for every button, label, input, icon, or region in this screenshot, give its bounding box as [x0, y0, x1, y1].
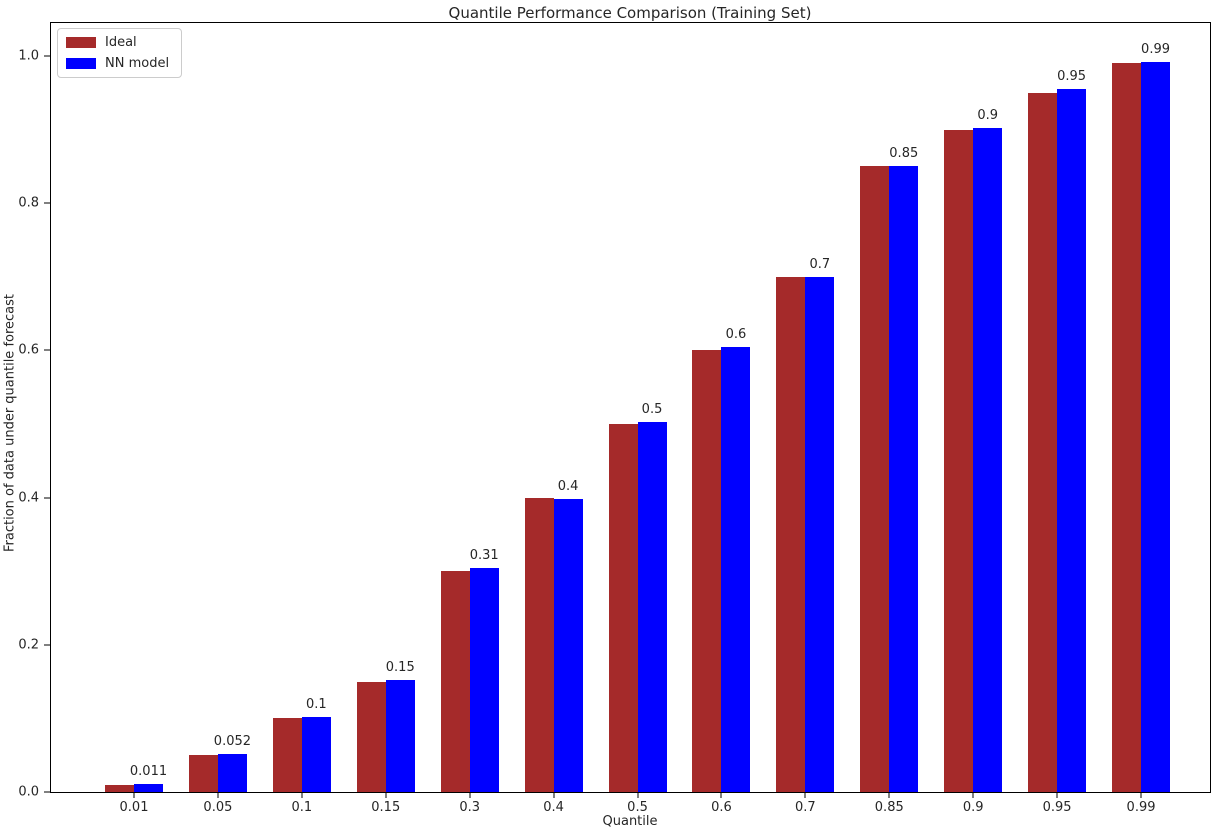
- bar-nn-model: [553, 499, 583, 792]
- y-tick-label: 0.4: [18, 490, 39, 506]
- x-tick-label: 0.01: [119, 800, 149, 815]
- bar-value-label: 0.31: [469, 547, 499, 563]
- x-tick-mark: [301, 792, 303, 798]
- bar-ideal: [440, 571, 470, 792]
- bar-ideal: [608, 424, 638, 792]
- x-tick-label: 0.85: [874, 800, 904, 815]
- x-axis-label: Quantile: [602, 814, 658, 829]
- bar-value-label: 0.011: [129, 763, 168, 779]
- bar-nn-model: [385, 680, 415, 792]
- y-tick-mark: [44, 202, 50, 204]
- bar-value-label: 0.15: [385, 660, 415, 676]
- bar-nn-model: [469, 567, 499, 792]
- bar-value-label: 0.95: [1057, 69, 1087, 85]
- bar-nn-model: [134, 783, 163, 792]
- bar-value-label: 0.052: [213, 733, 252, 749]
- y-tick-label: 1.0: [18, 48, 39, 64]
- x-tick-label: 0.5: [627, 800, 648, 815]
- bar-nn-model: [637, 421, 667, 792]
- x-tick-label: 0.99: [1126, 800, 1156, 815]
- bar-value-label: 0.85: [889, 145, 919, 161]
- bar-nn-model: [1141, 61, 1171, 792]
- legend-entry-nn-model: NN model: [66, 56, 169, 71]
- legend-entry-ideal: Ideal: [66, 35, 169, 50]
- x-tick-label: 0.05: [203, 800, 233, 815]
- bar-value-label: 0.4: [557, 479, 579, 495]
- legend-swatch-ideal: [66, 37, 96, 48]
- y-tick-label: 0.2: [18, 637, 39, 653]
- bar-value-label: 0.1: [305, 696, 327, 712]
- bar-nn-model: [889, 165, 919, 792]
- x-tick-mark: [1140, 792, 1142, 798]
- bar-ideal: [944, 129, 974, 792]
- bar-ideal: [272, 718, 302, 792]
- bar-ideal: [1028, 92, 1058, 792]
- y-tick-label: 0.0: [18, 784, 39, 800]
- x-tick-mark: [217, 792, 219, 798]
- y-tick-mark: [44, 791, 50, 793]
- legend: Ideal NN model: [57, 28, 183, 78]
- legend-swatch-nn-model: [66, 58, 96, 69]
- bar-ideal: [105, 784, 134, 792]
- bar-ideal: [1112, 63, 1142, 792]
- x-tick-mark: [553, 792, 555, 798]
- bar-nn-model: [805, 276, 835, 792]
- y-axis-label: Fraction of data under quantile forecast: [2, 293, 18, 553]
- bar-nn-model: [217, 753, 247, 792]
- x-tick-label: 0.95: [1042, 800, 1072, 815]
- x-tick-mark: [804, 792, 806, 798]
- bar-ideal: [776, 276, 806, 792]
- bar-value-label: 0.6: [725, 326, 747, 342]
- bar-value-label: 0.7: [809, 256, 831, 272]
- y-tick-mark: [44, 644, 50, 646]
- legend-label-ideal: Ideal: [105, 35, 137, 50]
- chart-title: Quantile Performance Comparison (Trainin…: [448, 4, 812, 22]
- bar-nn-model: [301, 716, 331, 792]
- bar-nn-model: [1057, 89, 1087, 792]
- x-tick-label: 0.15: [371, 800, 401, 815]
- bar-ideal: [356, 681, 386, 792]
- y-tick-label: 0.8: [18, 195, 39, 211]
- y-tick-mark: [44, 497, 50, 499]
- x-tick-label: 0.6: [711, 800, 732, 815]
- y-tick-label: 0.6: [18, 342, 39, 358]
- legend-label-nn-model: NN model: [105, 56, 170, 71]
- bar-value-label: 0.9: [977, 108, 999, 124]
- x-tick-mark: [385, 792, 387, 798]
- x-tick-mark: [469, 792, 471, 798]
- bar-value-label: 0.5: [641, 401, 663, 417]
- x-tick-mark: [888, 792, 890, 798]
- bar-ideal: [524, 497, 554, 792]
- bar-ideal: [188, 755, 218, 792]
- x-tick-mark: [720, 792, 722, 798]
- x-tick-label: 0.3: [459, 800, 481, 815]
- bar-ideal: [692, 350, 722, 792]
- x-tick-label: 0.1: [291, 800, 313, 815]
- bar-value-label: 0.99: [1141, 41, 1171, 57]
- bar-ideal: [860, 166, 890, 792]
- plot-area: 0.011 0.052 0.1 0.15 0.31 0.4 0.5 0.6 0.7 0.85 0.9…: [50, 22, 1211, 793]
- x-tick-mark: [133, 792, 135, 798]
- x-tick-mark: [637, 792, 639, 798]
- x-tick-mark: [1056, 792, 1058, 798]
- bar-nn-model: [973, 128, 1003, 792]
- bar-nn-model: [721, 346, 751, 792]
- y-tick-mark: [44, 349, 50, 351]
- x-tick-label: 0.4: [543, 800, 564, 815]
- x-tick-mark: [972, 792, 974, 798]
- x-tick-label: 0.7: [795, 800, 816, 815]
- y-tick-mark: [44, 55, 50, 57]
- x-tick-label: 0.9: [962, 800, 984, 815]
